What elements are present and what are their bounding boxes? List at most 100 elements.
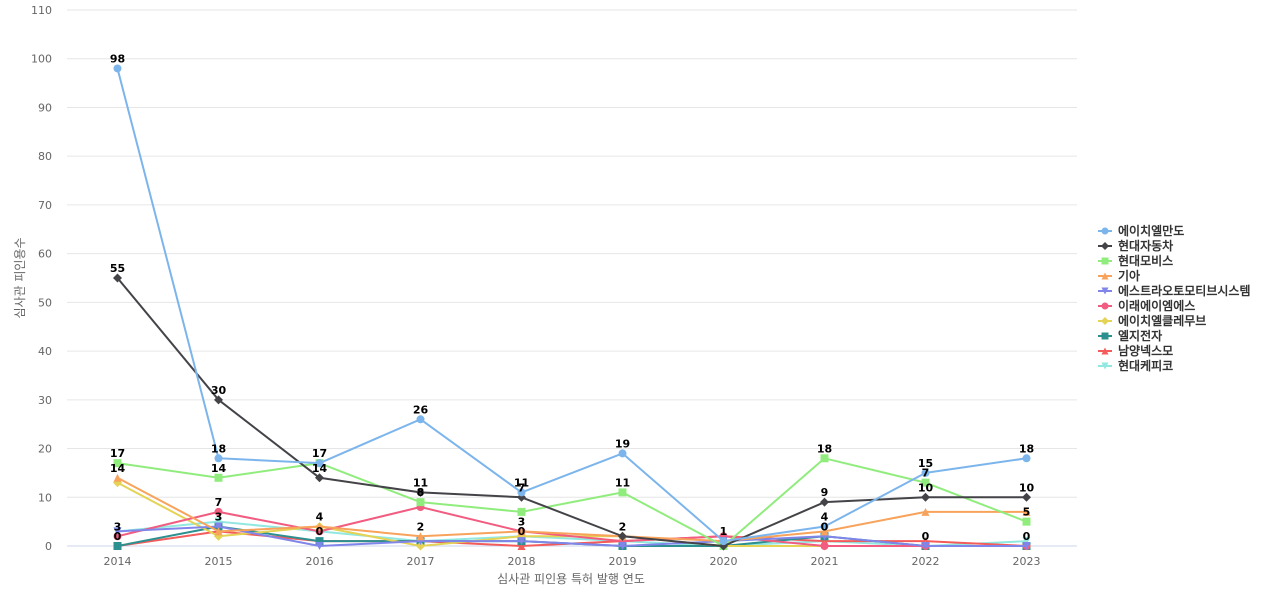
legend-item[interactable]: 현대자동차 (1098, 238, 1173, 253)
y-tick-label: 10 (38, 491, 52, 504)
legend-marker[interactable] (1101, 272, 1109, 280)
data-point[interactable] (921, 478, 930, 487)
legend[interactable]: 에이치엘만도현대자동차현대모비스기아에스트라오토모티브시스템이래에이엠에스에이치… (1098, 223, 1250, 373)
data-point[interactable] (315, 473, 324, 483)
data-point[interactable] (1022, 507, 1031, 516)
data-point[interactable] (1022, 542, 1031, 550)
data-point[interactable] (113, 64, 122, 73)
legend-item[interactable]: 엘지전자 (1098, 328, 1162, 343)
data-label: 3 (518, 515, 526, 528)
data-point[interactable] (820, 497, 829, 507)
data-point[interactable] (618, 531, 627, 541)
data-point[interactable] (113, 459, 122, 468)
data-label: 14 (312, 462, 328, 475)
data-point[interactable] (820, 527, 829, 536)
data-point[interactable] (315, 537, 324, 546)
data-label: 26 (413, 403, 429, 416)
data-point[interactable] (113, 273, 122, 283)
legend-label: 엘지전자 (1118, 328, 1162, 343)
data-point[interactable] (416, 498, 425, 507)
data-point[interactable] (113, 542, 122, 550)
data-label: 8 (417, 486, 425, 499)
data-label: 18 (817, 442, 832, 455)
y-tick-label: 40 (38, 345, 52, 358)
legend-marker[interactable] (1101, 227, 1109, 235)
legend-marker[interactable] (1101, 257, 1109, 265)
data-point[interactable] (719, 537, 728, 546)
x-tick-label: 2020 (710, 555, 738, 568)
data-point[interactable] (618, 449, 627, 458)
x-tick-label: 2017 (407, 555, 435, 568)
data-point[interactable] (214, 395, 223, 405)
y-tick-label: 60 (38, 248, 52, 261)
data-point[interactable] (315, 459, 324, 468)
data-label: 3 (215, 511, 223, 524)
data-point[interactable] (921, 468, 930, 477)
data-point[interactable] (517, 537, 526, 546)
data-point[interactable] (1022, 537, 1031, 546)
legend-item[interactable]: 현대케피코 (1098, 358, 1173, 373)
y-tick-label: 70 (38, 199, 52, 212)
x-tick-label: 2021 (811, 555, 839, 568)
data-point[interactable] (113, 532, 122, 541)
data-label: 0 (316, 525, 324, 538)
data-point[interactable] (113, 473, 122, 482)
legend-label: 에이치엘만도 (1118, 223, 1184, 238)
data-point[interactable] (921, 542, 930, 550)
data-point[interactable] (214, 454, 223, 463)
legend-marker[interactable] (1101, 302, 1109, 310)
data-point[interactable] (517, 488, 526, 497)
data-label: 3 (114, 520, 122, 533)
legend-item[interactable]: 남양넥스모 (1098, 343, 1173, 358)
legend-item[interactable]: 에이치엘클레무브 (1098, 313, 1206, 328)
data-point[interactable] (214, 507, 223, 516)
data-point[interactable] (416, 541, 425, 551)
data-point[interactable] (214, 517, 223, 526)
data-point[interactable] (618, 488, 627, 497)
legend-marker[interactable] (1101, 317, 1109, 325)
legend-marker[interactable] (1101, 287, 1109, 295)
data-point[interactable] (921, 492, 930, 502)
data-point[interactable] (1022, 517, 1031, 526)
legend-item[interactable]: 에이치엘만도 (1098, 223, 1184, 238)
data-point[interactable] (416, 532, 425, 541)
series-line (116, 68, 1027, 543)
y-tick-label: 20 (38, 443, 52, 456)
legend-item[interactable]: 이래에이엠에스 (1098, 298, 1195, 313)
legend-label: 기아 (1118, 268, 1140, 283)
data-point[interactable] (214, 527, 223, 536)
legend-marker[interactable] (1101, 347, 1109, 355)
legend-marker[interactable] (1101, 332, 1109, 340)
data-label: 19 (615, 437, 630, 450)
data-point[interactable] (315, 542, 324, 550)
data-point[interactable] (416, 487, 425, 497)
data-label: 1 (720, 525, 728, 538)
data-point[interactable] (1022, 454, 1031, 463)
data-point[interactable] (1022, 492, 1031, 502)
legend-item[interactable]: 현대모비스 (1098, 253, 1173, 268)
data-point[interactable] (416, 415, 425, 424)
data-point[interactable] (618, 542, 627, 550)
data-label: 11 (514, 476, 529, 489)
legend-marker[interactable] (1101, 362, 1109, 370)
data-point[interactable] (315, 522, 324, 531)
gridlines (67, 9, 1077, 547)
series-line (117, 525, 1027, 547)
data-point[interactable] (921, 507, 930, 516)
x-tick-label: 2016 (306, 555, 334, 568)
data-point[interactable] (517, 527, 526, 536)
data-point[interactable] (517, 507, 526, 516)
legend-item[interactable]: 기아 (1098, 268, 1140, 283)
legend-marker[interactable] (1101, 242, 1109, 250)
data-point[interactable] (214, 473, 223, 482)
data-point[interactable] (820, 542, 829, 550)
data-point[interactable] (517, 542, 526, 550)
y-tick-label: 110 (31, 4, 52, 17)
data-point[interactable] (113, 527, 122, 536)
data-point[interactable] (820, 454, 829, 463)
data-point[interactable] (820, 522, 829, 531)
data-label: 0 (1023, 530, 1031, 543)
legend-item[interactable]: 에스트라오토모티브시스템 (1098, 283, 1250, 298)
series-group (113, 64, 1031, 551)
data-point[interactable] (214, 522, 223, 531)
